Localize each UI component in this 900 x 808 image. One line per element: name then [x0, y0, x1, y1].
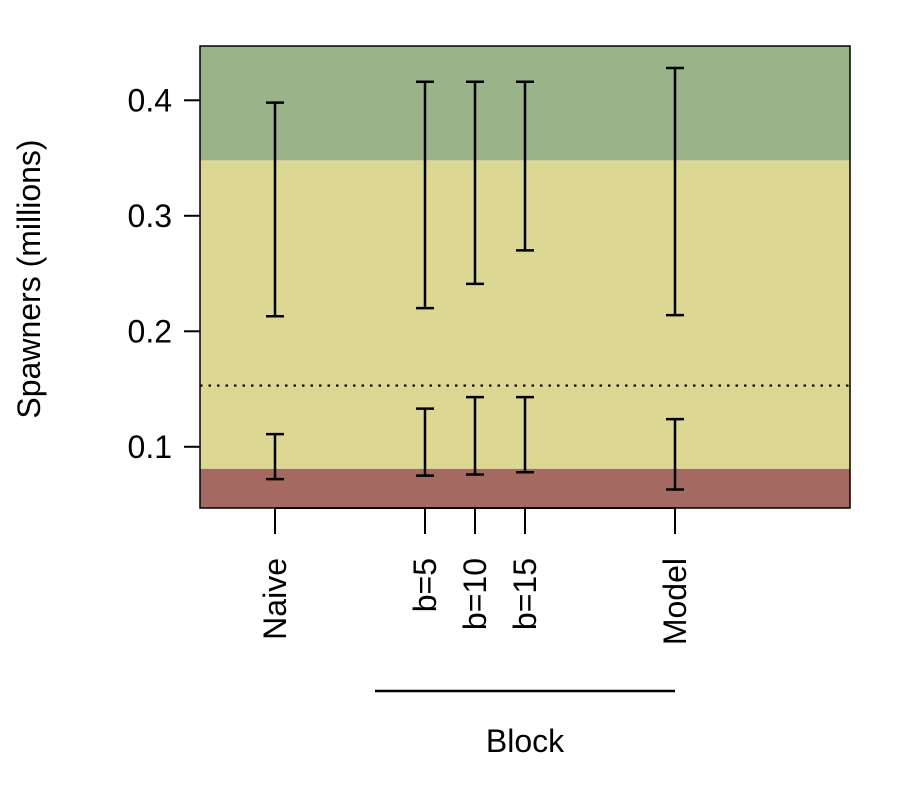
upper-errorbar-1 [416, 80, 434, 310]
upper-errorbar-2 [466, 80, 484, 286]
y-axis-label: Spawners (millions) [11, 139, 47, 418]
x-tick-label-4: Model [657, 558, 693, 645]
block-group-label: Block [375, 689, 675, 759]
y-tick-label-0: 0.1 [128, 429, 172, 465]
x-axis: Naive b=5 b=10 b=15 Model [257, 507, 693, 645]
upper-errorbar-0 [266, 101, 284, 318]
lower-errorbar-3 [516, 395, 534, 474]
lower-errorbar-0 [266, 432, 284, 481]
band-0 [200, 468, 850, 508]
y-tick-label-1: 0.2 [128, 313, 172, 349]
x-tick-label-3: b=15 [507, 558, 543, 630]
x-tick-label-1: b=5 [407, 558, 443, 612]
x-tick-label-2: b=10 [457, 558, 493, 630]
y-tick-label-3: 0.4 [128, 82, 172, 118]
y-axis: 0.1 0.2 0.3 0.4 [128, 82, 200, 465]
x-tick-label-0: Naive [257, 558, 293, 640]
upper-errorbar-3 [516, 80, 534, 252]
lower-errorbar-4 [666, 417, 684, 491]
error-bars [266, 66, 684, 491]
upper-errorbar-4 [666, 66, 684, 317]
y-tick-label-2: 0.3 [128, 198, 172, 234]
lower-errorbar-2 [466, 395, 484, 476]
lower-errorbar-1 [416, 407, 434, 477]
block-group-text: Block [486, 723, 565, 759]
